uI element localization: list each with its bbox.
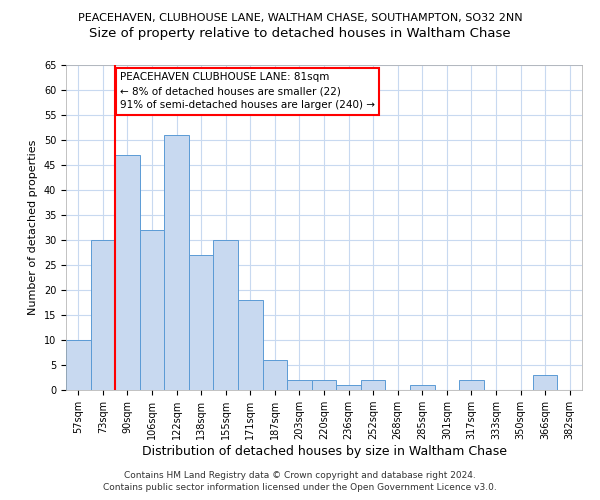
Bar (140, 230, 164, 390)
Bar (336, 385, 361, 390)
Bar (66, 340, 91, 390)
Bar (91, 240, 115, 390)
X-axis label: Distribution of detached houses by size in Waltham Chase: Distribution of detached houses by size … (142, 445, 506, 458)
Y-axis label: Number of detached properties: Number of detached properties (28, 140, 38, 315)
Bar (361, 380, 385, 390)
Bar (287, 380, 312, 390)
Bar (189, 255, 214, 390)
Bar (238, 300, 263, 390)
Bar (263, 360, 287, 390)
Text: PEACEHAVEN CLUBHOUSE LANE: 81sqm
← 8% of detached houses are smaller (22)
91% of: PEACEHAVEN CLUBHOUSE LANE: 81sqm ← 8% of… (120, 72, 375, 110)
Bar (533, 375, 557, 390)
Bar (115, 155, 140, 390)
Text: Contains HM Land Registry data © Crown copyright and database right 2024.
Contai: Contains HM Land Registry data © Crown c… (103, 471, 497, 492)
Bar (214, 240, 238, 390)
Text: Size of property relative to detached houses in Waltham Chase: Size of property relative to detached ho… (89, 28, 511, 40)
Bar (312, 380, 336, 390)
Bar (164, 135, 189, 390)
Bar (410, 385, 434, 390)
Bar (459, 380, 484, 390)
Text: PEACEHAVEN, CLUBHOUSE LANE, WALTHAM CHASE, SOUTHAMPTON, SO32 2NN: PEACEHAVEN, CLUBHOUSE LANE, WALTHAM CHAS… (77, 12, 523, 22)
